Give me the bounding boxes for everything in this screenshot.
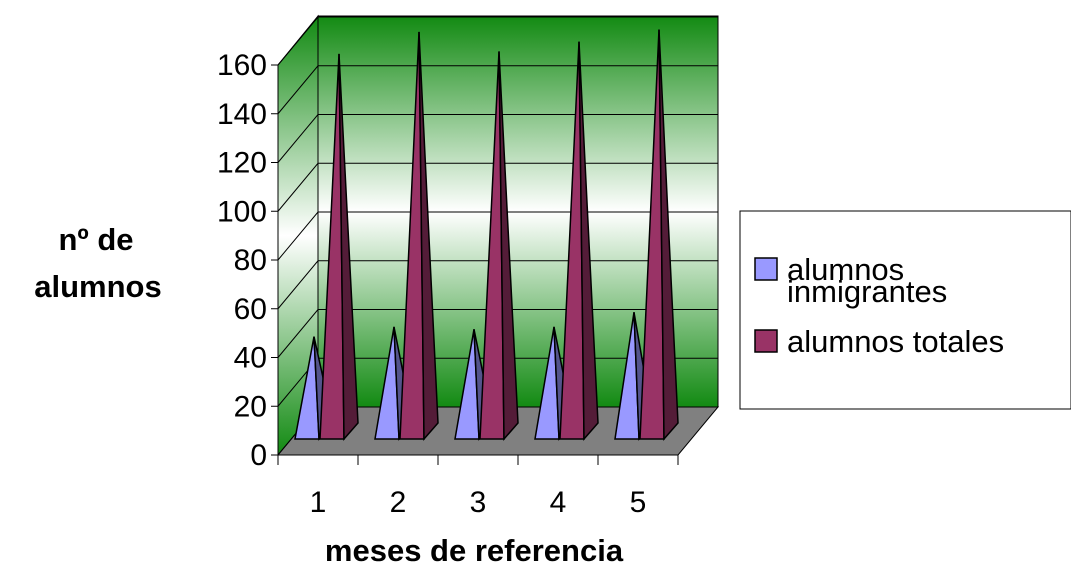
y-tick-labels: 0 20 40 60 80 100 120 140 160: [217, 49, 267, 472]
pyramid-totales-4: [559, 41, 599, 441]
legend-label-inmigrantes-line-1: alumnos: [787, 252, 904, 287]
x-tick-label: 2: [390, 486, 407, 519]
y-tick-marks: [271, 64, 279, 456]
legend: alumnos inmigrantes alumnos totales: [739, 210, 1071, 410]
y-tick-label: 0: [250, 439, 267, 472]
y-tick-label: 160: [217, 49, 267, 82]
gridline: [277, 114, 718, 163]
pyramid-totales-2: [399, 31, 439, 441]
legend-label-totales: alumnos totales: [787, 324, 1004, 359]
x-tick-label: 4: [550, 486, 567, 519]
y-tick-label: 20: [234, 390, 267, 423]
y-tick-label: 140: [217, 98, 267, 131]
legend-label-inmigrantes-line-2: inmigrantes: [787, 274, 947, 309]
y-tick-label: 120: [217, 147, 267, 180]
legend-box: [739, 210, 1071, 410]
y-tick-label: 80: [234, 244, 267, 277]
y-axis-title-line-2: alumnos: [34, 269, 161, 304]
legend-swatch-totales: [754, 329, 778, 353]
x-tick-label: 3: [470, 486, 487, 519]
gridline: [277, 16, 718, 66]
y-axis-title-line-1: nº de: [58, 222, 133, 257]
x-tick-label: 5: [630, 486, 647, 519]
x-axis-title: meses de referencia: [325, 533, 624, 568]
legend-swatch-inmigrantes: [754, 257, 778, 281]
y-tick-label: 40: [234, 342, 267, 375]
gridline: [277, 65, 718, 115]
x-tick-label: 1: [310, 486, 327, 519]
pyramid-totales-5: [639, 29, 679, 441]
pyramid-totales-1: [319, 53, 359, 441]
pyramid-totales-3: [479, 51, 519, 441]
x-tick-labels: 1 2 3 4 5: [277, 455, 679, 519]
pyramid-bars: [294, 29, 679, 441]
y-tick-label: 60: [234, 293, 267, 326]
y-tick-label: 100: [217, 195, 267, 228]
